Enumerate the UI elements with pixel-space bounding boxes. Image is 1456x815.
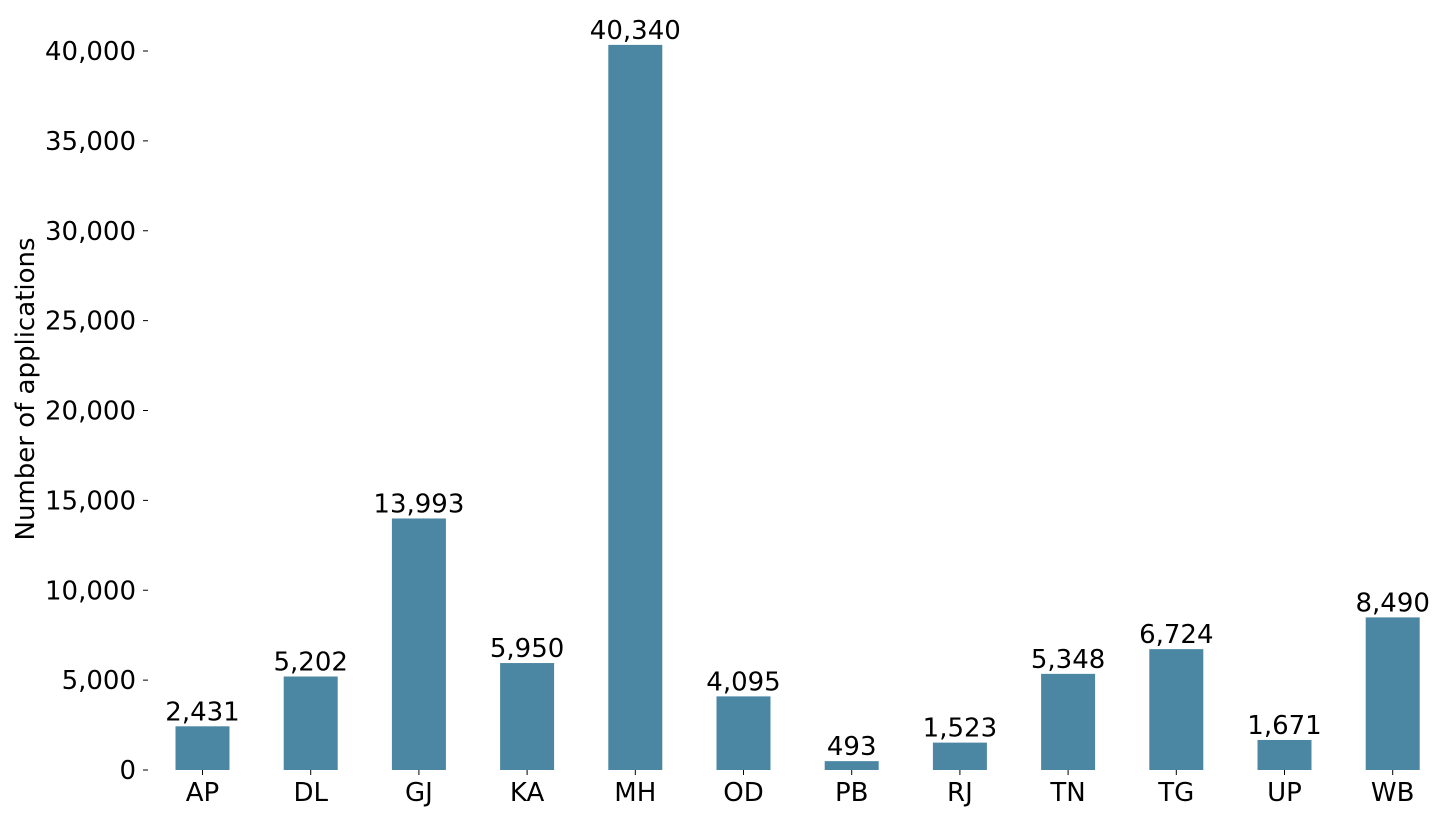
bar-value-label: 5,950 — [490, 634, 564, 664]
y-tick-label: 40,000 — [45, 37, 136, 67]
x-tick-label: DL — [293, 778, 328, 808]
bar-value-label: 2,431 — [165, 697, 239, 727]
x-tick-label: WB — [1371, 778, 1415, 808]
x-tick-label: AP — [186, 778, 219, 808]
bar-tg — [1149, 649, 1204, 770]
bar-value-label: 1,523 — [923, 714, 997, 744]
bar-mh — [608, 44, 663, 771]
bar-value-label: 13,993 — [373, 489, 464, 519]
x-axis: AP DL GJ KA MH OD PB RJ TN TG UP WB — [186, 770, 1415, 808]
bar-dl — [283, 676, 338, 770]
bar-tn — [1041, 673, 1096, 770]
bar-pb — [824, 761, 879, 770]
x-tick-label: GJ — [405, 778, 433, 808]
y-tick-label: 35,000 — [45, 127, 136, 157]
y-tick-label: 10,000 — [45, 576, 136, 606]
x-tick-label: RJ — [947, 778, 973, 808]
y-axis-title: Number of applications — [11, 238, 41, 541]
x-tick-label: TN — [1049, 778, 1085, 808]
x-tick-label: TG — [1157, 778, 1194, 808]
x-tick-label: KA — [510, 778, 545, 808]
bar-value-label: 8,490 — [1355, 588, 1429, 618]
bar-value-label: 4,095 — [706, 667, 780, 697]
x-tick-label: UP — [1267, 778, 1302, 808]
x-tick-label: OD — [723, 778, 764, 808]
bar-ka — [500, 663, 555, 770]
y-axis: 0 5,000 10,000 15,000 20,000 25,000 30,000 35,0… — [45, 37, 148, 786]
y-tick-label: 30,000 — [45, 217, 136, 247]
bar-value-label: 6,724 — [1139, 620, 1213, 650]
bar-value-label: 40,340 — [590, 16, 681, 46]
bar-value-label: 1,671 — [1247, 711, 1321, 741]
x-tick-label: MH — [614, 778, 656, 808]
bar-wb — [1365, 617, 1420, 770]
y-tick-label: 0 — [119, 756, 136, 786]
bar-up — [1257, 739, 1312, 770]
bar-od — [716, 696, 771, 770]
y-tick-label: 20,000 — [45, 397, 136, 427]
bar-ap — [175, 726, 230, 770]
bar-value-label: 493 — [827, 732, 877, 762]
bar-value-label: 5,348 — [1031, 645, 1105, 675]
bar-value-labels: 2,431 5,202 13,993 5,950 40,340 4,095 493 1,523… — [165, 16, 1430, 762]
bar-value-label: 5,202 — [273, 647, 347, 677]
bar-gj — [391, 518, 446, 770]
bars — [175, 44, 1420, 771]
bar-rj — [932, 742, 987, 770]
y-tick-label: 15,000 — [45, 486, 136, 516]
y-tick-label: 25,000 — [45, 307, 136, 337]
x-tick-label: PB — [835, 778, 869, 808]
y-tick-label: 5,000 — [62, 666, 136, 696]
